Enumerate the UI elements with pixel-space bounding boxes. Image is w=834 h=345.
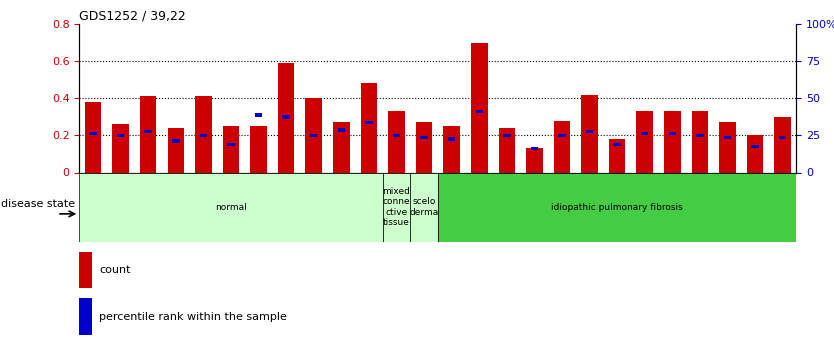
Text: GSM37407: GSM37407 [171, 172, 181, 226]
Text: GSM37424: GSM37424 [667, 172, 677, 226]
Text: GSM37414: GSM37414 [364, 172, 374, 225]
Bar [614, 143, 620, 146]
Bar [227, 143, 234, 146]
Text: GSM37410: GSM37410 [254, 172, 264, 225]
Text: percentile rank within the sample: percentile rank within the sample [99, 312, 287, 322]
Text: GSM37406: GSM37406 [143, 172, 153, 225]
Text: GSM37421: GSM37421 [585, 172, 595, 226]
Bar [444, 126, 460, 172]
Bar [609, 139, 626, 172]
Bar [696, 134, 704, 137]
Bar [333, 122, 349, 172]
Text: GSM37413: GSM37413 [336, 172, 346, 225]
Bar [360, 83, 377, 172]
Bar [305, 98, 322, 172]
Bar [89, 132, 97, 135]
Text: GSM37427: GSM37427 [750, 172, 760, 226]
Bar [636, 111, 653, 172]
Bar [278, 63, 294, 172]
Text: mixed
conne
ctive
tissue: mixed conne ctive tissue [383, 187, 410, 227]
Text: count: count [99, 266, 131, 275]
Bar [499, 128, 515, 172]
Bar [775, 117, 791, 172]
Text: GSM37419: GSM37419 [530, 172, 540, 225]
Text: GSM37415: GSM37415 [447, 172, 457, 226]
Text: GSM37420: GSM37420 [557, 172, 567, 226]
Bar [140, 97, 157, 172]
Text: GSM37428: GSM37428 [777, 172, 787, 226]
Bar [393, 134, 400, 137]
Text: GSM37411: GSM37411 [281, 172, 291, 225]
Bar [255, 114, 262, 117]
Bar [223, 126, 239, 172]
Bar [388, 111, 404, 172]
Text: GSM37408: GSM37408 [198, 172, 208, 225]
Bar [526, 148, 543, 172]
Text: GDS1252 / 39,22: GDS1252 / 39,22 [79, 10, 186, 23]
Bar [585, 130, 593, 134]
Bar [144, 130, 152, 134]
Bar [338, 128, 345, 131]
Bar [250, 126, 267, 172]
Bar [420, 136, 428, 139]
Bar [416, 122, 432, 172]
Bar [79, 298, 92, 335]
FancyBboxPatch shape [383, 172, 410, 242]
FancyBboxPatch shape [410, 172, 438, 242]
Text: GSM37423: GSM37423 [640, 172, 650, 226]
Text: disease state: disease state [1, 199, 75, 208]
Bar [172, 139, 179, 142]
Bar [471, 43, 488, 172]
Bar [554, 120, 570, 172]
Text: GSM37429: GSM37429 [419, 172, 429, 226]
Bar [310, 134, 318, 137]
Text: normal: normal [215, 203, 247, 211]
Bar [581, 95, 598, 172]
Text: GSM37418: GSM37418 [502, 172, 512, 225]
Text: GSM37404: GSM37404 [88, 172, 98, 225]
Bar [475, 110, 483, 113]
Text: GSM37405: GSM37405 [116, 172, 126, 226]
Text: GSM37416: GSM37416 [475, 172, 485, 225]
Bar [283, 115, 290, 119]
Text: GSM37426: GSM37426 [722, 172, 732, 226]
Bar [79, 252, 92, 288]
FancyBboxPatch shape [79, 172, 383, 242]
Bar [558, 134, 565, 137]
Bar [724, 136, 731, 139]
Bar [503, 134, 510, 137]
Bar [199, 134, 207, 137]
Bar [85, 102, 101, 172]
Text: scelo
derma: scelo derma [409, 197, 439, 217]
FancyBboxPatch shape [438, 172, 796, 242]
Bar [751, 145, 759, 148]
Bar [669, 132, 676, 135]
Bar [117, 134, 124, 137]
Bar [365, 121, 373, 124]
Bar [779, 136, 786, 139]
Bar [641, 132, 649, 135]
Bar [195, 97, 212, 172]
Bar [746, 135, 763, 172]
Bar [530, 147, 538, 150]
Text: GSM37417: GSM37417 [391, 172, 401, 226]
Text: GSM37422: GSM37422 [612, 172, 622, 226]
Bar [448, 137, 455, 141]
Text: GSM37412: GSM37412 [309, 172, 319, 226]
Bar [691, 111, 708, 172]
Bar [113, 124, 129, 172]
Text: idiopathic pulmonary fibrosis: idiopathic pulmonary fibrosis [551, 203, 683, 211]
Bar [664, 111, 681, 172]
Bar [168, 128, 184, 172]
Bar [719, 122, 736, 172]
Text: GSM37425: GSM37425 [695, 172, 705, 226]
Text: GSM37409: GSM37409 [226, 172, 236, 225]
